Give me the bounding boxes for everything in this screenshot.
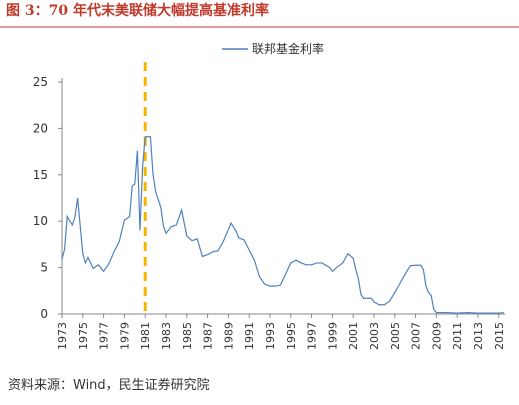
- x-tick-label: 2011: [451, 322, 464, 350]
- y-tick-label: 25: [33, 75, 48, 89]
- y-tick-label: 10: [33, 214, 48, 228]
- x-tick-label: 2007: [410, 322, 423, 350]
- x-tick-label: 2003: [368, 322, 381, 350]
- x-tick-label: 2009: [430, 322, 443, 350]
- x-tick-label: 2015: [493, 322, 506, 350]
- x-tick-label: 1981: [139, 322, 152, 350]
- x-tick-label: 1987: [202, 322, 215, 350]
- x-tick-label: 1999: [326, 322, 339, 350]
- x-tick-label: 1991: [243, 322, 256, 350]
- x-tick-label: 1975: [77, 322, 90, 350]
- x-tick-label: 1973: [56, 322, 69, 350]
- data-line: [61, 136, 505, 314]
- x-tick-label: 1989: [222, 322, 235, 350]
- x-tick-label: 2001: [347, 322, 360, 350]
- legend-label: 联邦基金利率: [252, 41, 324, 56]
- y-tick-label: 20: [33, 121, 48, 135]
- x-tick-label: 1985: [181, 322, 194, 350]
- x-tick-label: 2013: [472, 322, 485, 350]
- x-tick-label: 1997: [306, 322, 319, 350]
- x-tick-label: 1977: [98, 322, 111, 350]
- x-tick-label: 1995: [285, 322, 298, 350]
- y-tick-label: 0: [40, 307, 48, 321]
- y-tick-label: 15: [33, 168, 48, 182]
- x-tick-label: 2005: [389, 322, 402, 350]
- y-tick-label: 5: [40, 261, 48, 275]
- chart-title: 图 3：70 年代末美联储大幅提高基准利率: [6, 2, 269, 19]
- source-note: 资料来源：Wind，民生证券研究院: [8, 377, 210, 393]
- x-tick-label: 1993: [264, 322, 277, 350]
- x-tick-label: 1979: [118, 322, 131, 350]
- x-tick-label: 1983: [160, 322, 173, 350]
